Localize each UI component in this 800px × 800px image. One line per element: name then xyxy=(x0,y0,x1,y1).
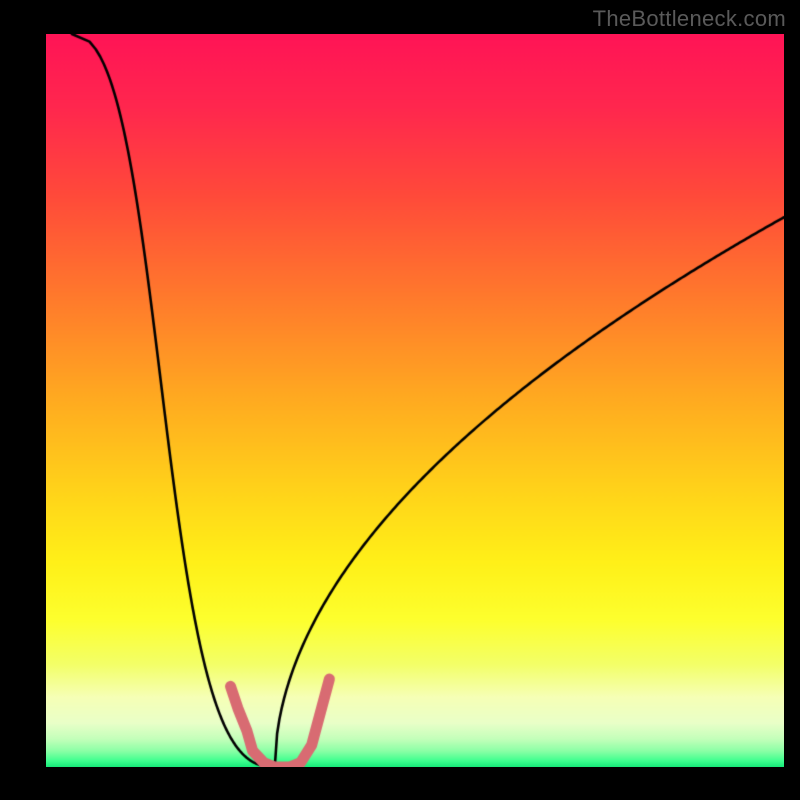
plot-border-right xyxy=(784,34,800,767)
watermark-text: TheBottleneck.com xyxy=(593,6,786,32)
chart-stage: TheBottleneck.com xyxy=(0,0,800,800)
curve-canvas xyxy=(0,0,800,800)
plot-border-bottom xyxy=(0,767,800,800)
plot-border-left xyxy=(0,34,46,767)
